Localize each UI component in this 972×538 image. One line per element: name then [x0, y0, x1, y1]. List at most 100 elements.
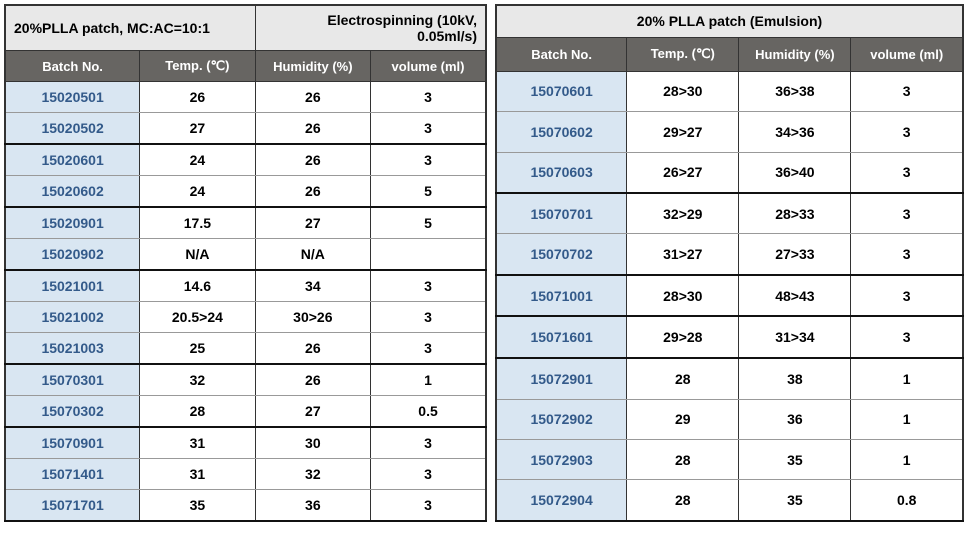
table-row: 1502050227263: [5, 113, 486, 145]
table-row: 1507070231>2727>333: [496, 234, 963, 275]
cell-vol: 1: [851, 358, 963, 399]
cell-hum: 30>26: [255, 302, 370, 333]
cell-batch: 15072904: [496, 480, 627, 521]
table-row: 1502050126263: [5, 82, 486, 113]
cell-temp: 20.5>24: [140, 302, 255, 333]
cell-hum: 27: [255, 396, 370, 428]
cell-hum: 27>33: [739, 234, 851, 275]
table-row: 1507290428350.8: [496, 480, 963, 521]
cell-vol: 0.5: [371, 396, 486, 428]
cell-hum: 26: [255, 113, 370, 145]
table-row: 1507170135363: [5, 490, 486, 522]
cell-batch: 15020901: [5, 207, 140, 239]
right-h-batch: Batch No.: [496, 37, 627, 71]
cell-vol: 3: [851, 316, 963, 358]
table-row: 1507160129>2831>343: [496, 316, 963, 358]
cell-hum: 38: [739, 358, 851, 399]
cell-hum: 26: [255, 176, 370, 208]
cell-temp: 17.5: [140, 207, 255, 239]
cell-hum: 36>40: [739, 152, 851, 193]
right-title-row: 20% PLLA patch (Emulsion): [496, 5, 963, 37]
table-row: 1502090117.5275: [5, 207, 486, 239]
cell-batch: 15071701: [5, 490, 140, 522]
cell-batch: 15070302: [5, 396, 140, 428]
cell-vol: 3: [851, 71, 963, 111]
cell-hum: 34: [255, 270, 370, 302]
cell-hum: 48>43: [739, 275, 851, 317]
table-row: 1502060124263: [5, 144, 486, 176]
cell-vol: 3: [851, 152, 963, 193]
cell-vol: 3: [371, 427, 486, 459]
cell-hum: 26: [255, 364, 370, 396]
left-h-vol: volume (ml): [371, 51, 486, 82]
cell-batch: 15070603: [496, 152, 627, 193]
table-row: 1502100114.6343: [5, 270, 486, 302]
cell-hum: 26: [255, 144, 370, 176]
cell-vol: 1: [851, 399, 963, 439]
cell-vol: 3: [851, 112, 963, 152]
table-row: 1507090131303: [5, 427, 486, 459]
cell-temp: 26>27: [627, 152, 739, 193]
table-row: 1507140131323: [5, 459, 486, 490]
cell-temp: 28: [627, 480, 739, 521]
left-h-hum: Humidity (%): [255, 51, 370, 82]
cell-temp: 28: [627, 358, 739, 399]
cell-temp: 32: [140, 364, 255, 396]
cell-vol: 3: [371, 333, 486, 365]
table-row: 1507060326>2736>403: [496, 152, 963, 193]
right-h-vol: volume (ml): [851, 37, 963, 71]
cell-vol: 3: [371, 459, 486, 490]
cell-temp: 14.6: [140, 270, 255, 302]
cell-batch: 15070602: [496, 112, 627, 152]
cell-batch: 15072901: [496, 358, 627, 399]
cell-batch: 15020501: [5, 82, 140, 113]
cell-batch: 15021003: [5, 333, 140, 365]
cell-batch: 15020601: [5, 144, 140, 176]
table-row: 1507060229>2734>363: [496, 112, 963, 152]
cell-batch: 15070301: [5, 364, 140, 396]
cell-hum: 35: [739, 439, 851, 479]
cell-batch: 15070601: [496, 71, 627, 111]
cell-batch: 15072903: [496, 439, 627, 479]
cell-hum: 26: [255, 82, 370, 113]
left-title-row: 20%PLLA patch, MC:AC=10:1 Electrospinnin…: [5, 5, 486, 51]
cell-vol: 1: [371, 364, 486, 396]
cell-batch: 15072902: [496, 399, 627, 439]
cell-temp: 29>27: [627, 112, 739, 152]
left-title-a: 20%PLLA patch, MC:AC=10:1: [5, 5, 255, 51]
cell-temp: 28: [140, 396, 255, 428]
cell-batch: 15070701: [496, 193, 627, 234]
cell-temp: 28: [627, 439, 739, 479]
cell-temp: 29>28: [627, 316, 739, 358]
left-title-b: Electrospinning (10kV, 0.05ml/s): [255, 5, 486, 51]
table-row: 1507030228270.5: [5, 396, 486, 428]
cell-batch: 15071001: [496, 275, 627, 317]
cell-temp: 31: [140, 459, 255, 490]
cell-hum: 27: [255, 207, 370, 239]
cell-vol: 5: [371, 207, 486, 239]
cell-temp: 31>27: [627, 234, 739, 275]
table-row: 1507060128>3036>383: [496, 71, 963, 111]
cell-vol: 3: [851, 275, 963, 317]
cell-hum: 26: [255, 333, 370, 365]
table-row: 1507290229361: [496, 399, 963, 439]
right-body: 1507060128>3036>3831507060229>2734>36315…: [496, 71, 963, 521]
cell-batch: 15020602: [5, 176, 140, 208]
right-h-hum: Humidity (%): [739, 37, 851, 71]
cell-vol: 3: [851, 234, 963, 275]
left-header-row: Batch No. Temp. (℃) Humidity (%) volume …: [5, 51, 486, 82]
right-header-row: Batch No. Temp. (℃) Humidity (%) volume …: [496, 37, 963, 71]
cell-temp: 24: [140, 144, 255, 176]
cell-hum: 36: [739, 399, 851, 439]
table-row: 1507100128>3048>433: [496, 275, 963, 317]
cell-vol: 3: [371, 82, 486, 113]
cell-hum: 36>38: [739, 71, 851, 111]
table-row: 1507290128381: [496, 358, 963, 399]
cell-vol: 3: [371, 490, 486, 522]
table-row: 1507290328351: [496, 439, 963, 479]
cell-batch: 15020502: [5, 113, 140, 145]
cell-batch: 15071601: [496, 316, 627, 358]
cell-hum: 32: [255, 459, 370, 490]
cell-vol: 3: [371, 302, 486, 333]
cell-hum: N/A: [255, 239, 370, 271]
